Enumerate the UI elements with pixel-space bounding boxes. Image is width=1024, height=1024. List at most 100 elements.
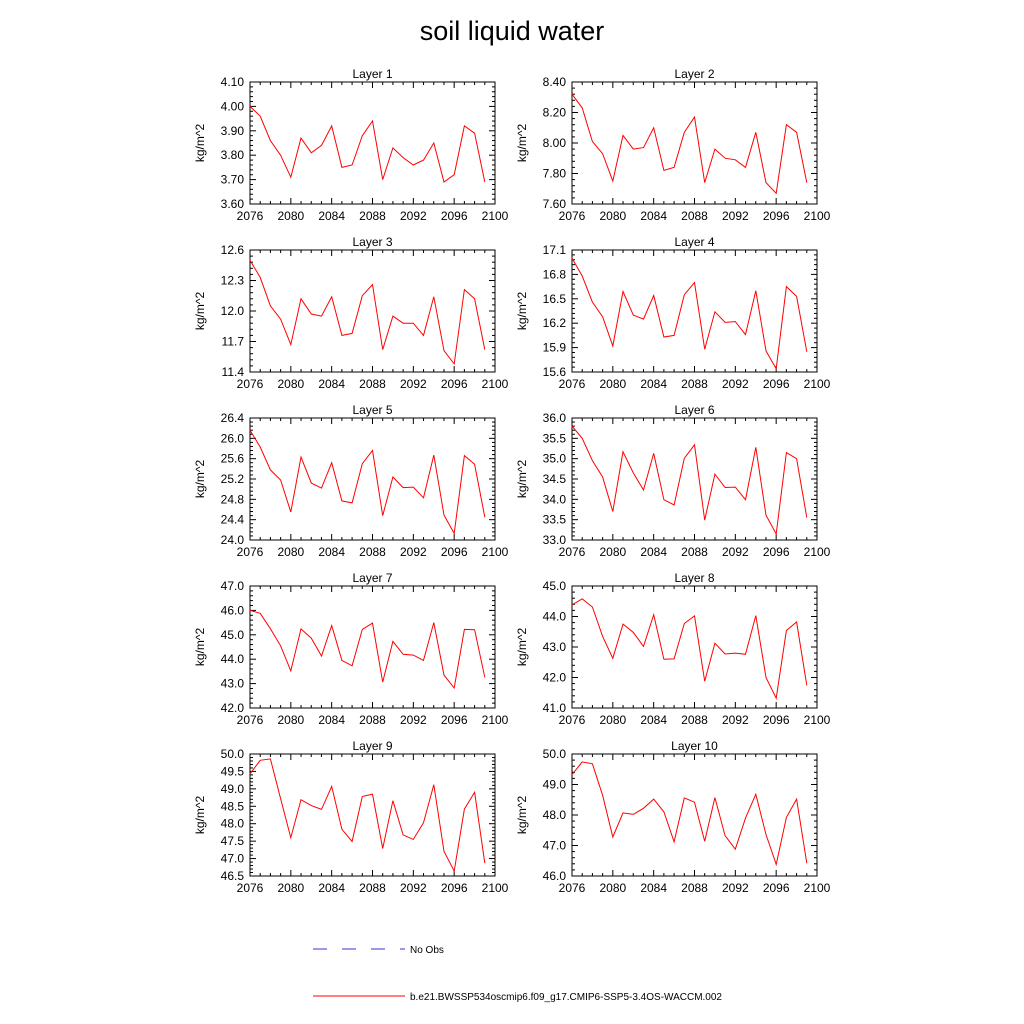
panel-layer-1: Layer 1 kg/m^2 2076 2080 2084 2088 2092 2096 210… (193, 67, 509, 223)
plot-frame (571, 585, 818, 709)
legend-label-no-obs: No Obs (410, 945, 444, 956)
x-tick-label: 2076 (237, 713, 264, 727)
y-tick-label: 16.2 (543, 316, 567, 330)
x-tick-label: 2096 (441, 377, 468, 391)
series-line (571, 761, 808, 867)
series-line (571, 598, 808, 700)
x-tick-label: 2076 (559, 881, 586, 895)
x-tick-label: 2080 (599, 545, 626, 559)
x-tick-label: 2080 (277, 713, 304, 727)
x-tick-label: 2100 (482, 881, 509, 895)
x-tick-label: 2100 (482, 713, 509, 727)
x-tick-label: 2092 (400, 377, 427, 391)
panel-title: Layer 3 (352, 235, 392, 249)
x-tick-label: 2088 (359, 545, 386, 559)
y-tick-label: 45.0 (221, 628, 245, 642)
panel-layer-8: Layer 8 kg/m^2 2076 2080 2084 2088 2092 2096 210… (515, 571, 831, 727)
x-tick-label: 2076 (237, 209, 264, 223)
x-tick-label: 2100 (804, 209, 831, 223)
x-tick-label: 2084 (318, 713, 345, 727)
x-tick-label: 2088 (359, 209, 386, 223)
y-tick-label: 49.0 (221, 782, 245, 796)
y-tick-label: 48.0 (221, 817, 245, 831)
x-tick-label: 2076 (237, 881, 264, 895)
y-tick-label: 41.0 (543, 701, 567, 715)
x-tick-label: 2088 (681, 545, 708, 559)
y-tick-label: 24.8 (221, 492, 245, 506)
y-tick-label: 48.0 (543, 808, 567, 822)
x-tick-label: 2084 (318, 377, 345, 391)
series-line (249, 758, 486, 873)
y-axis-label: kg/m^2 (515, 460, 529, 499)
y-tick-label: 36.0 (543, 411, 567, 425)
series-line (249, 429, 486, 535)
y-tick-label: 26.0 (221, 431, 245, 445)
y-tick-label: 47.0 (543, 839, 567, 853)
y-axis-label: kg/m^2 (193, 292, 207, 331)
x-tick-label: 2080 (277, 881, 304, 895)
y-axis-label: kg/m^2 (193, 628, 207, 667)
x-tick-label: 2084 (640, 713, 667, 727)
panel-title: Layer 7 (352, 571, 392, 585)
y-tick-label: 49.0 (543, 778, 567, 792)
panel-layer-2: Layer 2 kg/m^2 2076 2080 2084 2088 2092 2096 210… (515, 67, 831, 223)
y-tick-label: 26.4 (221, 411, 245, 425)
x-tick-label: 2088 (359, 377, 386, 391)
x-tick-label: 2096 (763, 209, 790, 223)
y-tick-label: 4.00 (221, 99, 245, 113)
y-tick-label: 44.0 (221, 652, 245, 666)
figure-title: soil liquid water (420, 16, 605, 46)
panel-title: Layer 4 (674, 235, 714, 249)
x-tick-label: 2100 (804, 545, 831, 559)
y-axis-label: kg/m^2 (515, 796, 529, 835)
x-tick-label: 2092 (722, 713, 749, 727)
x-tick-label: 2092 (400, 713, 427, 727)
panel-title: Layer 2 (674, 67, 714, 81)
y-tick-label: 16.5 (543, 292, 567, 306)
y-tick-label: 12.6 (221, 243, 245, 257)
plot-frame (571, 753, 818, 877)
x-tick-label: 2076 (237, 377, 264, 391)
panel-layer-10: Layer 10 kg/m^2 2076 2080 2084 2088 2092 2096 21… (515, 739, 831, 895)
legend: No Obs b.e21.BWSSP534oscmip6.f09_g17.CMI… (313, 945, 722, 1003)
x-tick-label: 2084 (318, 881, 345, 895)
panel-layer-5: Layer 5 kg/m^2 2076 2080 2084 2088 2092 2096 210… (193, 403, 509, 559)
panel-title: Layer 8 (674, 571, 714, 585)
x-tick-label: 2096 (441, 209, 468, 223)
x-tick-label: 2092 (400, 209, 427, 223)
x-tick-label: 2096 (441, 545, 468, 559)
y-tick-label: 11.4 (222, 365, 245, 379)
y-tick-label: 33.5 (543, 513, 567, 527)
y-axis-label: kg/m^2 (193, 124, 207, 163)
x-tick-label: 2100 (482, 209, 509, 223)
y-tick-label: 47.0 (221, 579, 245, 593)
y-tick-label: 45.0 (543, 579, 567, 593)
y-tick-label: 35.5 (543, 431, 567, 445)
x-tick-label: 2080 (599, 377, 626, 391)
y-tick-label: 34.0 (543, 492, 567, 506)
x-tick-label: 2100 (804, 881, 831, 895)
y-tick-label: 48.5 (221, 799, 245, 813)
x-tick-label: 2088 (681, 377, 708, 391)
x-tick-label: 2100 (482, 377, 509, 391)
x-tick-label: 2080 (277, 377, 304, 391)
x-tick-label: 2096 (441, 881, 468, 895)
y-tick-label: 50.0 (543, 747, 567, 761)
y-tick-label: 24.0 (221, 533, 245, 547)
panel-layer-3: Layer 3 kg/m^2 2076 2080 2084 2088 2092 2096 210… (193, 235, 509, 391)
y-axis-label: kg/m^2 (515, 628, 529, 667)
y-tick-label: 35.0 (543, 452, 567, 466)
x-tick-label: 2080 (277, 545, 304, 559)
panel-layer-6: Layer 6 kg/m^2 2076 2080 2084 2088 2092 2096 210… (515, 403, 831, 559)
y-tick-label: 47.0 (221, 852, 245, 866)
y-tick-label: 16.8 (543, 267, 567, 281)
y-tick-label: 24.4 (221, 513, 245, 527)
x-tick-label: 2080 (599, 713, 626, 727)
y-tick-label: 11.7 (222, 335, 245, 349)
y-tick-label: 7.60 (543, 197, 567, 211)
x-tick-label: 2092 (400, 881, 427, 895)
y-tick-label: 42.0 (543, 671, 567, 685)
x-tick-label: 2076 (559, 209, 586, 223)
x-tick-label: 2096 (763, 377, 790, 391)
